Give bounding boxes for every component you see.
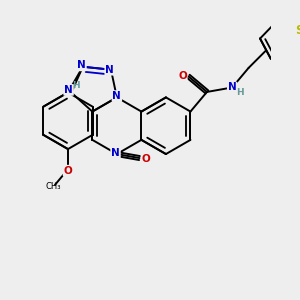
Text: S: S [295,24,300,37]
Text: N: N [228,82,236,92]
Text: O: O [142,154,151,164]
Text: H: H [236,88,244,97]
Text: O: O [178,71,187,81]
Text: CH₃: CH₃ [46,182,62,191]
Text: N: N [64,85,73,95]
Text: N: N [112,91,121,101]
Text: O: O [64,166,72,176]
Text: N: N [111,148,120,158]
Text: H: H [72,81,80,90]
Text: N: N [105,65,114,75]
Text: N: N [77,60,86,70]
